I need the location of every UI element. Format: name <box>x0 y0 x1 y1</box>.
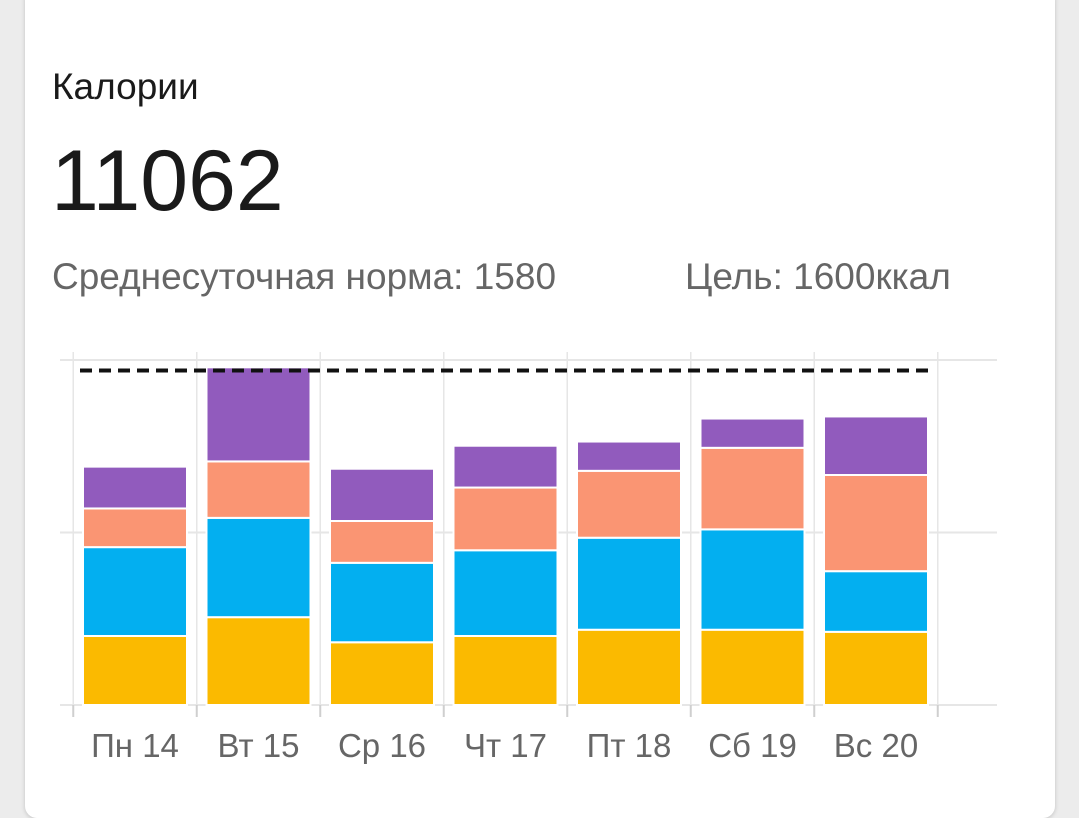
bar-segment-yellow <box>82 635 188 706</box>
card-title: Калории <box>52 66 199 107</box>
x-tick-label: Чт 17 <box>464 727 547 764</box>
bar-segment-blue <box>329 561 435 644</box>
total-calories: 11062 <box>51 133 284 229</box>
bar-segment-yellow <box>823 630 929 706</box>
bar-segment-blue <box>205 516 312 619</box>
bar-segment-blue <box>699 528 806 631</box>
bar-segment-yellow <box>576 628 682 707</box>
bar-segment-purple <box>576 440 682 472</box>
bar-segment-orange <box>699 446 806 531</box>
bar-segment-orange <box>823 474 929 573</box>
bar-segment-blue <box>82 546 188 637</box>
bar-segment-blue <box>452 549 559 637</box>
bar-segment-yellow <box>699 628 806 707</box>
bar-segment-yellow <box>329 641 435 706</box>
bar-segment-orange <box>82 507 188 549</box>
bar-segment-purple <box>823 415 929 477</box>
x-tick-label: Пн 14 <box>91 727 179 764</box>
x-tick-label: Сб 19 <box>708 727 797 764</box>
x-tick-label: Пт 18 <box>587 727 672 764</box>
calories-chart: Пн 14 Вт 15 Ср 16 Чт 17 Пт 18 Сб 19 Вс 20 <box>60 352 997 764</box>
bar-segment-orange <box>205 460 312 519</box>
bar-segment-purple <box>329 467 435 522</box>
x-tick-label: Вт 15 <box>218 727 300 764</box>
bar-segment-orange <box>329 520 435 564</box>
x-tick-label: Вс 20 <box>834 727 918 764</box>
bar-segment-blue <box>823 570 929 633</box>
bar-segment-yellow <box>452 635 559 706</box>
bar-segment-purple <box>452 444 559 489</box>
calorie-goal: Цель: 1600ккал <box>685 256 951 297</box>
bar-segment-purple <box>82 465 188 510</box>
daily-average: Среднесуточная норма: 1580 <box>52 256 557 297</box>
bar-segment-orange <box>452 486 559 552</box>
bar-segment-purple <box>699 417 806 449</box>
bar-segment-purple <box>205 366 312 463</box>
bar-segment-yellow <box>205 616 312 707</box>
bar-segment-orange <box>576 469 682 539</box>
bar-segment-blue <box>576 536 682 631</box>
x-tick-label: Ср 16 <box>338 727 426 764</box>
